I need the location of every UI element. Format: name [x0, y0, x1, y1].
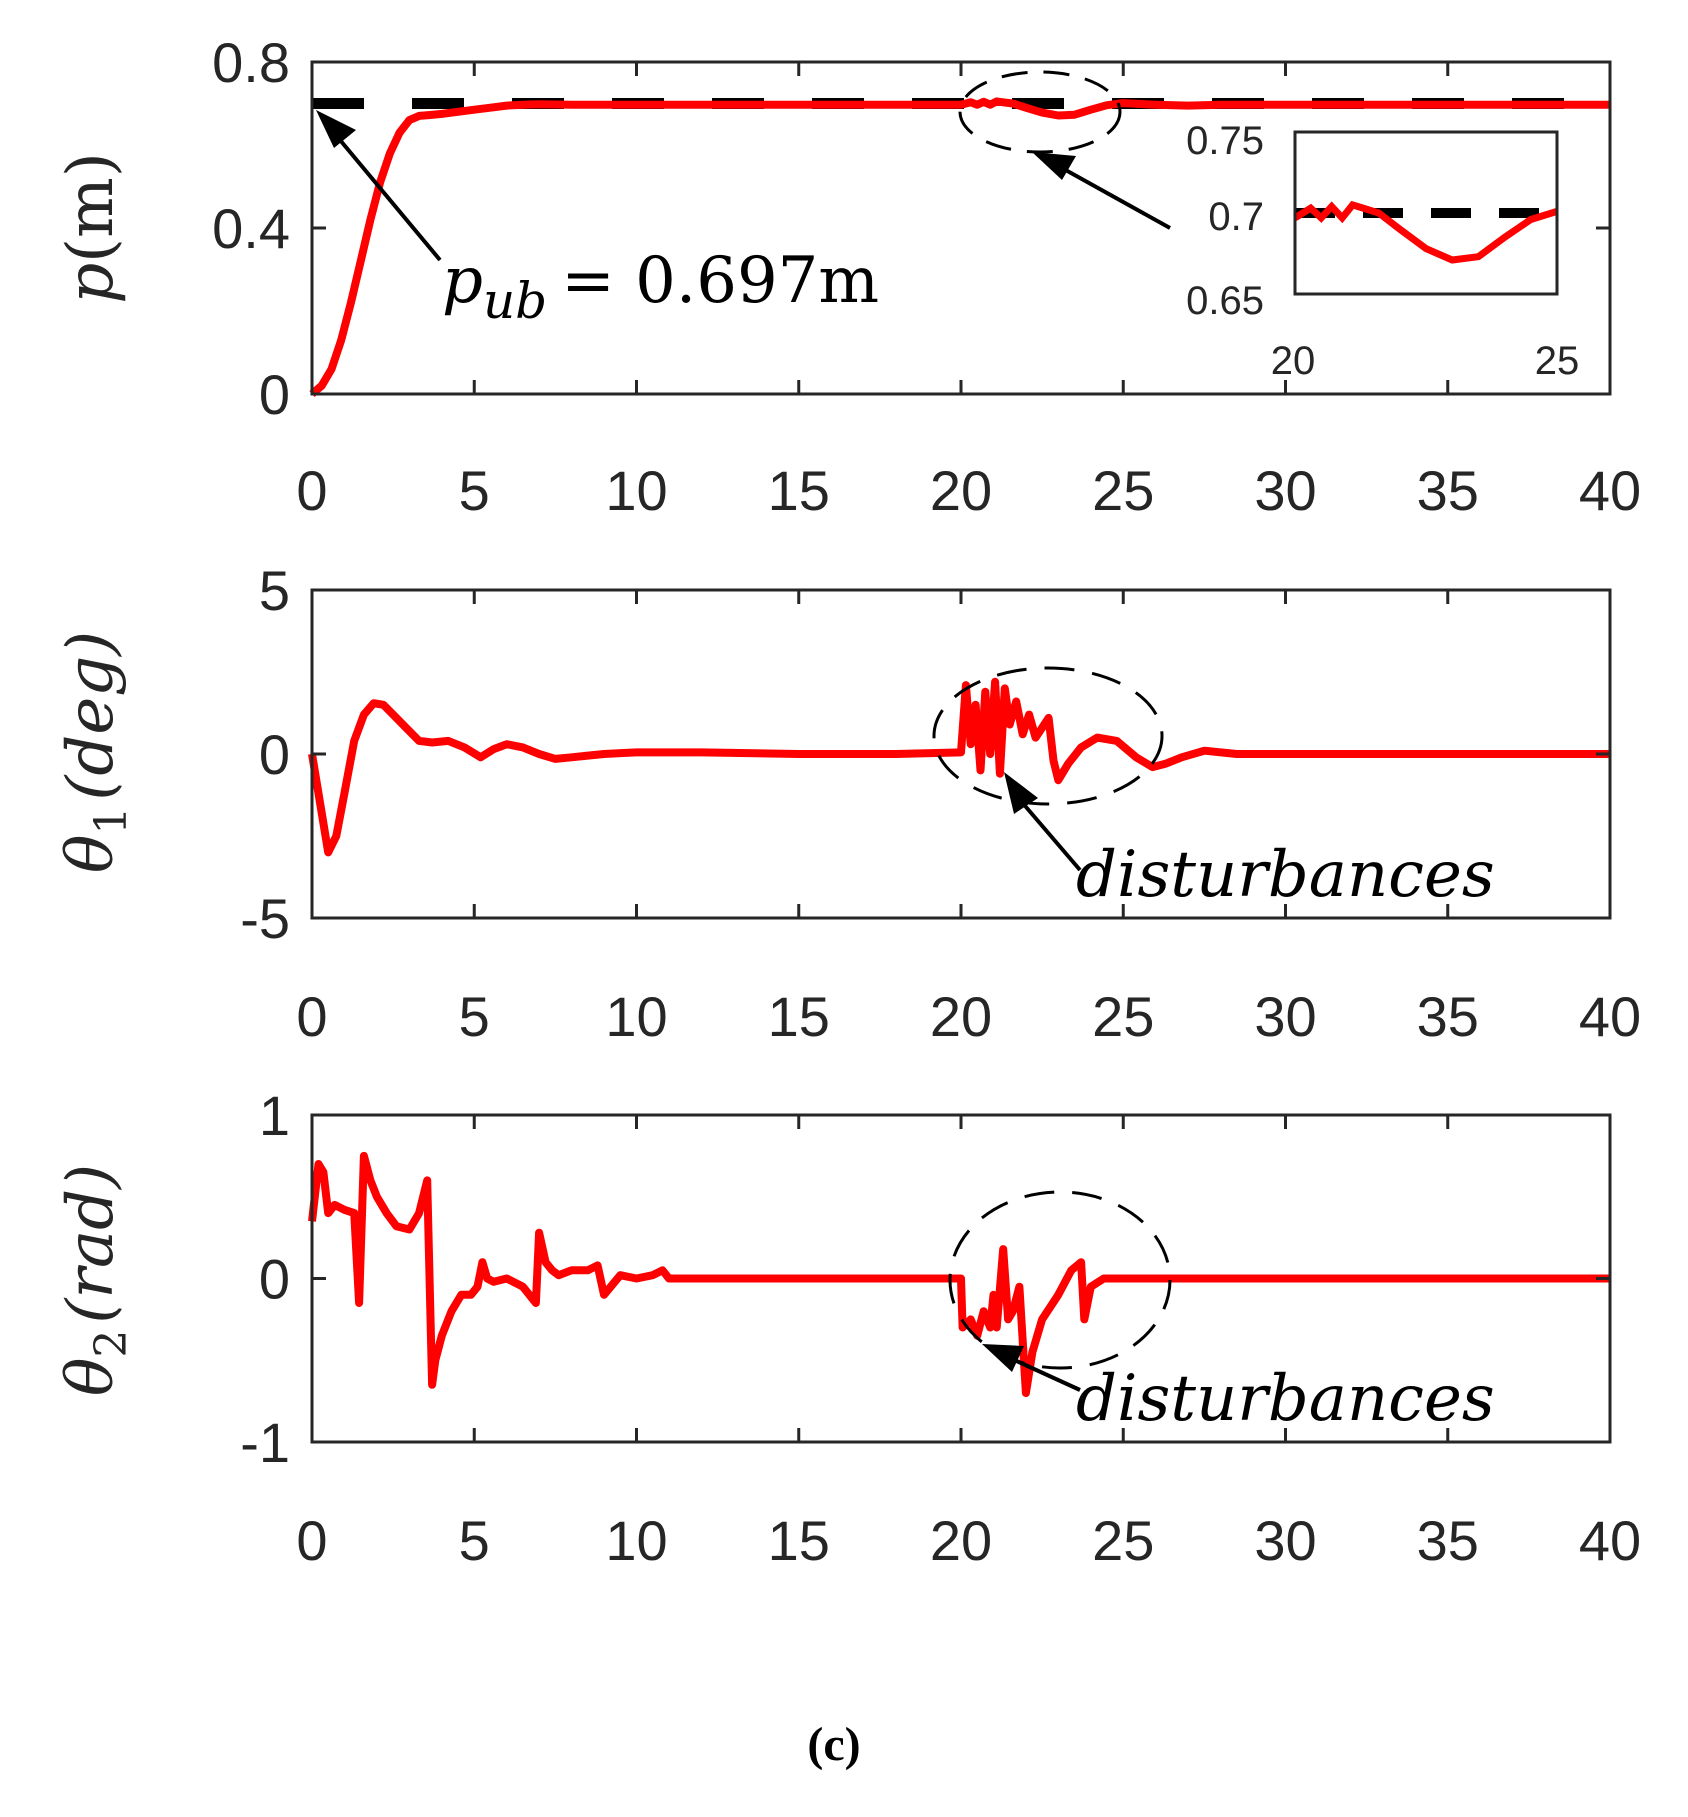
inset-pointer-arrow	[1032, 152, 1171, 230]
theta2-x-axis-ticks: 0 5 10 15 20 25 30 35 40	[296, 1115, 1641, 1572]
theta2-y-axis-sub: 2	[86, 1330, 137, 1358]
theta2-chart: 0 5 10 15 20 25 30 35 40 -101 θ2(rad) disturbanc…	[54, 1084, 1641, 1572]
x-tick-label-30: 30	[1254, 459, 1316, 522]
p-series-line	[309, 97, 1610, 398]
x-tick-label-30: 30	[1254, 1509, 1316, 1572]
x-tick-label-15: 15	[768, 1509, 830, 1572]
x-tick-label-10: 10	[605, 1509, 667, 1572]
p-y-axis-label: p(m)	[54, 152, 128, 304]
theta2-disturbance-arrow	[982, 1344, 1081, 1392]
p-y-axis-ticks: 0 0.4 0.8	[212, 31, 1610, 426]
inset-x-tick-20: 20	[1271, 339, 1316, 383]
x-tick-label-0: 0	[296, 459, 327, 522]
x-tick-label-25: 25	[1092, 1509, 1154, 1572]
theta2-y-axis-ticks: -1 0 1	[240, 1084, 1610, 1474]
x-tick-label-5: 5	[459, 1509, 490, 1572]
inset-y-tick-0.75: 0.75	[1186, 119, 1264, 163]
y-tick-label-0.4: 0.4	[212, 197, 290, 260]
theta1-y-axis-sub: 1	[86, 807, 137, 835]
y-tick-label-0: 0	[259, 363, 290, 426]
p-y-axis-unit: (m)	[54, 152, 128, 263]
theta2-series-line	[308, 1151, 1610, 1397]
inset-series-line	[1293, 200, 1559, 264]
p-chart: 0 5 10 15 20 25 30 35 40 00.40.8 p(m) pub = 0.697…	[54, 31, 1641, 522]
y-tick-label--1: -1	[240, 1411, 290, 1474]
theta1-y-axis-ticks: -5 0 5	[240, 559, 1610, 950]
inset-y-tick-0.65: 0.65	[1186, 279, 1264, 323]
x-tick-label-25: 25	[1092, 985, 1154, 1048]
inset-frame	[1293, 130, 1559, 296]
theta1-y-axis-var: θ	[54, 835, 128, 874]
theta1-y-axis-label: θ1 (deg)	[54, 631, 137, 873]
y-tick-label-0.8: 0.8	[212, 31, 290, 94]
x-tick-label-40: 40	[1579, 459, 1641, 522]
y-tick-label-0: 0	[259, 1248, 290, 1311]
y-tick-label-0: 0	[259, 723, 290, 786]
x-tick-label-20: 20	[930, 459, 992, 522]
upper-bound-arrow	[316, 110, 442, 262]
x-tick-label-40: 40	[1579, 985, 1641, 1048]
upper-bound-value: = 0.697m	[561, 244, 879, 318]
x-tick-label-20: 20	[930, 985, 992, 1048]
x-tick-label-0: 0	[296, 1509, 327, 1572]
theta1-x-axis-ticks: 0 5 10 15 20 25 30 35 40	[296, 590, 1641, 1048]
inset-y-tick-0.7: 0.7	[1208, 195, 1264, 239]
theta1-disturbance-arrow	[1004, 772, 1082, 872]
theta1-disturbance-label: disturbances	[1076, 838, 1495, 912]
theta2-y-axis-var: θ	[54, 1358, 128, 1397]
p-disturbance-ellipse	[958, 70, 1122, 154]
p-zoom-inset: 0.75 0.7 0.65 20 25	[1186, 119, 1579, 383]
x-tick-label-20: 20	[930, 1509, 992, 1572]
x-tick-label-10: 10	[605, 985, 667, 1048]
y-tick-label-5: 5	[259, 559, 290, 622]
upper-bound-annotation: pub = 0.697m	[442, 244, 879, 330]
x-tick-label-35: 35	[1417, 459, 1479, 522]
x-tick-label-30: 30	[1254, 985, 1316, 1048]
x-tick-label-10: 10	[605, 459, 667, 522]
theta2-y-axis-unit: (rad)	[54, 1164, 128, 1324]
upper-bound-subscript: ub	[483, 272, 547, 330]
figure-caption: (c)	[807, 1718, 860, 1771]
theta1-series-line	[308, 677, 1610, 857]
x-tick-label-25: 25	[1092, 459, 1154, 522]
x-tick-label-0: 0	[296, 985, 327, 1048]
theta2-disturbance-label: disturbances	[1076, 1362, 1495, 1436]
theta1-chart: 0 5 10 15 20 25 30 35 40 -505 θ1(deg) disturbanc…	[54, 559, 1641, 1048]
p-x-axis-ticks: 0 5 10 15 20 25 30 35 40	[296, 62, 1641, 522]
x-tick-label-35: 35	[1417, 1509, 1479, 1572]
x-tick-label-5: 5	[459, 985, 490, 1048]
theta1-disturbance-ellipse	[932, 666, 1164, 806]
x-tick-label-15: 15	[768, 459, 830, 522]
y-tick-label-1: 1	[259, 1084, 290, 1147]
theta2-y-axis-label: θ2 (rad)	[54, 1164, 137, 1396]
upper-bound-symbol: p	[442, 244, 483, 318]
x-tick-label-35: 35	[1417, 985, 1479, 1048]
x-tick-label-15: 15	[768, 985, 830, 1048]
inset-x-tick-25: 25	[1535, 339, 1580, 383]
theta1-y-axis-unit: (deg)	[54, 631, 128, 801]
theta2-disturbance-ellipse	[948, 1190, 1172, 1370]
p-y-axis-var: p	[54, 263, 128, 304]
x-tick-label-5: 5	[459, 459, 490, 522]
x-tick-label-40: 40	[1579, 1509, 1641, 1572]
y-tick-label--5: -5	[240, 887, 290, 950]
